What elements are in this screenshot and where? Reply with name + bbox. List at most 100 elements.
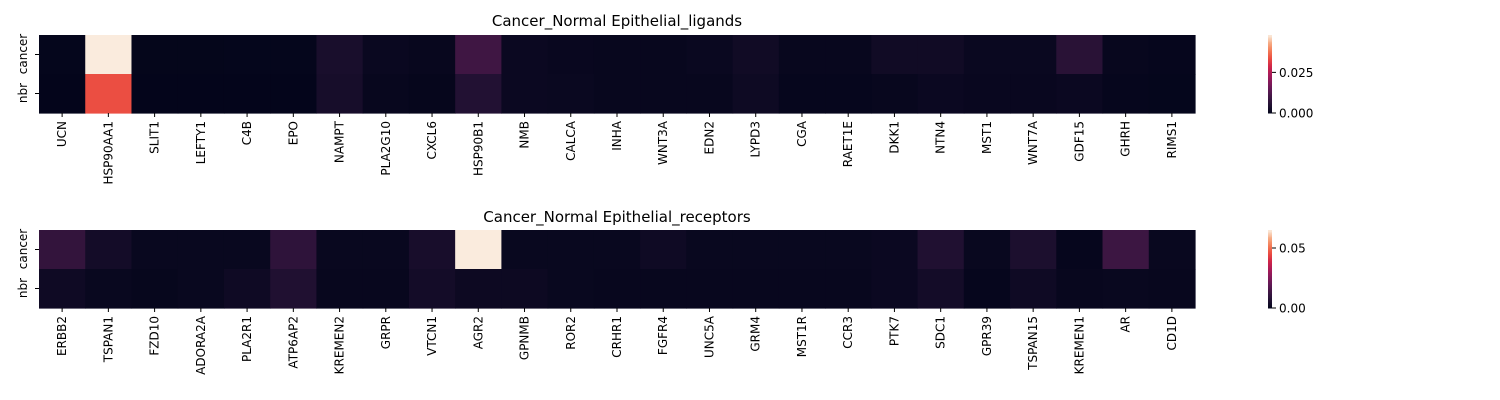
ligands-heatmap-x-ticks: UCN HSP90AA1 SLIT1 LEFTY1 C4B EPO NAMPT PLA2G10… (55, 113, 1179, 185)
colorbar-segment (1268, 57, 1272, 59)
heatmap-cell-cancer-EPO (270, 35, 318, 75)
colorbar-segment (1268, 68, 1272, 71)
x-tick-label-KREMEN1: KREMEN1 (1072, 316, 1086, 374)
x-tick-label-SDC1: SDC1 (934, 316, 948, 349)
ligands-colorbar: 0.000 0.025 (1268, 35, 1313, 121)
heatmap-cell-nbr-CD1D (1148, 269, 1196, 309)
heatmap-cell-nbr-MST1 (963, 74, 1011, 114)
x-tick-label-ADORA2A: ADORA2A (194, 315, 208, 375)
colorbar-segment (1268, 266, 1272, 269)
x-tick-label-TSPAN1: TSPAN1 (101, 316, 115, 363)
colorbar-segment (1268, 232, 1272, 235)
receptors-heatmap-title: Cancer_Normal Epithelial_receptors (483, 208, 751, 227)
x-tick-label-CALCA: CALCA (564, 120, 578, 161)
colorbar-segment (1268, 97, 1272, 100)
x-tick-label-NTN4: NTN4 (934, 121, 948, 154)
heatmap-cell-nbr-MST1R (778, 269, 826, 309)
colorbar-segment (1268, 51, 1272, 54)
heatmap-cell-cancer-ADORA2A (177, 230, 225, 270)
heatmap-cell-nbr-NAMPT (316, 74, 364, 114)
colorbar-segment (1268, 278, 1272, 280)
colorbar-segment (1268, 37, 1272, 40)
colorbar-segment (1268, 243, 1272, 245)
heatmap-cell-nbr-ADORA2A (177, 269, 225, 309)
colorbar-segment (1268, 304, 1272, 306)
heatmap-cell-cancer-WNT7A (1010, 35, 1057, 75)
colorbar-tick-label: 0.000 (1279, 107, 1313, 121)
heatmap-cell-nbr-EPO (270, 74, 318, 114)
x-tick-label-CD1D: CD1D (1165, 316, 1179, 351)
colorbar-segment (1268, 66, 1272, 68)
colorbar-segment (1268, 297, 1272, 300)
colorbar-segment (1268, 79, 1272, 81)
heatmap-cell-nbr-PLA2G10 (362, 74, 410, 114)
heatmap-cell-nbr-CXCL6 (408, 74, 456, 114)
heatmap-cell-nbr-C4B (223, 74, 271, 114)
x-tick-label-EDN2: EDN2 (702, 121, 716, 154)
colorbar-segment (1268, 249, 1272, 252)
colorbar-segment (1268, 107, 1272, 110)
heatmap-cell-cancer-AGR2 (455, 230, 502, 270)
x-tick-label-ROR2: ROR2 (564, 316, 578, 350)
colorbar-segment (1268, 48, 1272, 50)
colorbar-segment (1268, 85, 1272, 88)
x-tick-label-KREMEN2: KREMEN2 (333, 316, 347, 374)
heatmap-cell-nbr-UNC5A (686, 269, 734, 309)
heatmap-cell-nbr-PLA2R1 (223, 269, 271, 309)
heatmap-cell-nbr-RAET1E (825, 74, 872, 114)
heatmap-cell-nbr-CRHR1 (593, 269, 641, 309)
x-tick-label-GDF15: GDF15 (1072, 121, 1086, 162)
ligands-heatmap-y-ticks: cancer nbr (16, 34, 39, 103)
heatmap-cell-nbr-VTCN1 (408, 269, 456, 309)
heatmap-cell-nbr-GHRH (1102, 74, 1150, 114)
heatmap-cell-cancer-UNC5A (686, 230, 734, 270)
colorbar-segment (1268, 239, 1272, 241)
colorbar-segment (1268, 41, 1272, 44)
heatmap-cell-cancer-HSP90AA1 (85, 35, 133, 75)
heatmap-cell-nbr-RIMS1 (1148, 74, 1196, 114)
colorbar-segment (1268, 246, 1272, 249)
heatmap-cell-cancer-TSPAN1 (85, 230, 133, 270)
ligands-heatmap-title: Cancer_Normal Epithelial_ligands (492, 12, 742, 31)
x-tick-label-PLA2R1: PLA2R1 (240, 316, 254, 362)
colorbar-segment (1268, 261, 1272, 263)
colorbar-segment (1268, 83, 1272, 85)
heatmap-cell-cancer-KREMEN1 (1056, 230, 1104, 270)
colorbar-segment (1268, 275, 1272, 278)
heatmap-cell-nbr-INHA (593, 74, 641, 114)
heatmap-cell-cancer-UCN (39, 35, 86, 75)
colorbar-segment (1268, 262, 1272, 265)
colorbar-segment (1268, 293, 1272, 296)
heatmap-cell-cancer-NTN4 (917, 35, 965, 75)
heatmap-cell-cancer-AR (1102, 230, 1150, 270)
colorbar-segment (1268, 74, 1272, 76)
receptors-heatmap: Cancer_Normal Epithelial_receptors ERBB2… (16, 208, 1306, 375)
x-tick-label-AGR2: AGR2 (471, 316, 485, 349)
heatmap-cell-cancer-RIMS1 (1148, 35, 1196, 75)
colorbar-segment (1268, 248, 1272, 250)
x-tick-label-MST1R: MST1R (795, 316, 809, 357)
colorbar-segment (1268, 62, 1272, 65)
heatmap-cell-nbr-LEFTY1 (177, 74, 225, 114)
heatmap-cell-cancer-CRHR1 (593, 230, 641, 270)
heatmap-cell-cancer-CGA (778, 35, 826, 75)
colorbar-segment (1268, 105, 1272, 107)
heatmap-cell-nbr-AR (1102, 269, 1150, 309)
colorbar-segment (1268, 288, 1272, 291)
x-tick-label-HSP90AA1: HSP90AA1 (101, 121, 115, 185)
heatmap-cell-nbr-NMB (501, 74, 549, 114)
colorbar-segment (1268, 92, 1272, 94)
heatmap-cell-cancer-C4B (223, 35, 271, 75)
x-tick-label-WNT3A: WNT3A (656, 120, 670, 165)
receptors-row-label-cancer: cancer (16, 229, 30, 270)
ligands-row-label-nbr: nbr (16, 83, 30, 103)
colorbar-segment (1268, 256, 1272, 258)
colorbar-segment (1268, 63, 1272, 66)
colorbar-segment (1268, 55, 1272, 58)
heatmap-cell-cancer-HSP90B1 (455, 35, 502, 75)
colorbar-segment (1268, 38, 1272, 41)
x-tick-label-ATP6AP2: ATP6AP2 (286, 316, 300, 369)
colorbar-segment (1268, 302, 1272, 305)
receptors-heatmap-x-ticks: ERBB2 TSPAN1 FZD10 ADORA2A PLA2R1 ATP6AP2 KREM… (55, 308, 1179, 375)
